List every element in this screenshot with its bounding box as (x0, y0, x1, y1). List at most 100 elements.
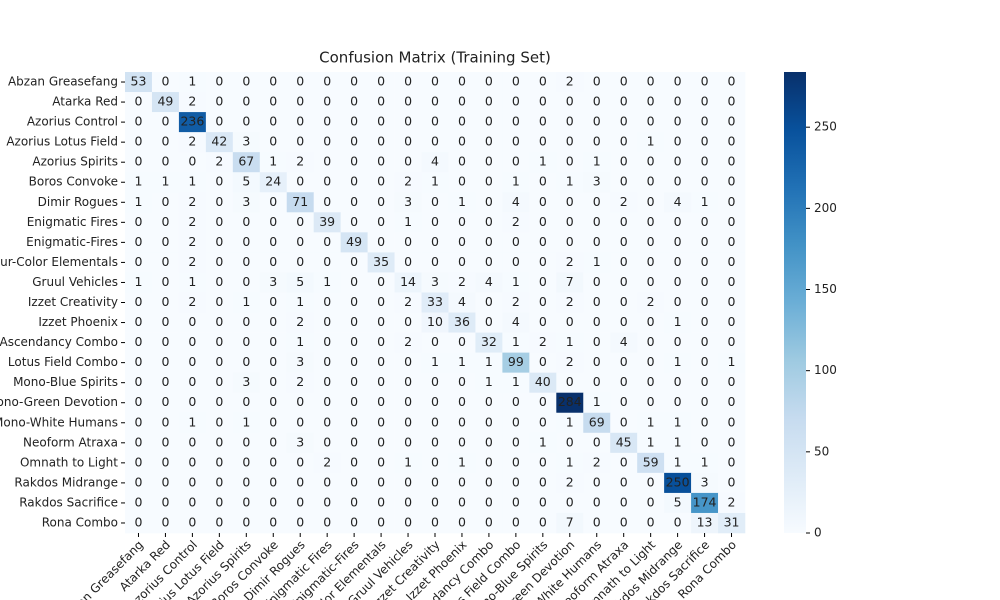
cell (178, 372, 207, 393)
cell (151, 72, 180, 93)
cell-label: 0 (296, 234, 304, 249)
cell-label: 0 (161, 214, 169, 229)
cell (421, 492, 449, 514)
colorbar-tick-label: 0 (814, 526, 822, 540)
cell-label: 0 (269, 254, 277, 269)
y-tick-label: Neoform Atraxa (23, 435, 118, 449)
cell (205, 192, 234, 213)
cell-label: 2 (593, 454, 601, 469)
cell-label: 0 (647, 254, 655, 269)
cell (583, 132, 611, 153)
cell-label: 2 (296, 374, 304, 389)
cell-label: 0 (269, 74, 277, 89)
cell-label: 0 (242, 114, 250, 129)
cell (232, 512, 261, 534)
cell (286, 232, 314, 253)
cell (125, 392, 153, 414)
cell-label: 0 (539, 394, 547, 409)
cell-label: 0 (188, 354, 196, 369)
cell (718, 432, 746, 454)
cell-label: 0 (135, 234, 143, 249)
cell (475, 512, 503, 534)
cell-label: 0 (215, 374, 223, 389)
cell (610, 272, 638, 293)
cell (421, 232, 449, 253)
cell-label: 0 (647, 314, 655, 329)
cell (232, 172, 261, 193)
cell (664, 292, 692, 313)
cell (502, 212, 530, 233)
cell (448, 172, 476, 193)
cell (556, 192, 584, 213)
cell-label: 0 (135, 414, 143, 429)
cell-label: 0 (701, 414, 709, 429)
cell (313, 232, 341, 253)
cell-label: 0 (404, 434, 412, 449)
cell-label: 0 (593, 94, 601, 109)
cell (691, 372, 719, 393)
cell-label: 0 (539, 134, 547, 149)
cell-label: 0 (404, 254, 412, 269)
cell (529, 292, 557, 313)
cell (637, 192, 665, 213)
cell (529, 72, 557, 93)
cell-label: 0 (485, 474, 493, 489)
cell-label: 3 (431, 274, 439, 289)
cell-label: 0 (674, 334, 682, 349)
cell-label: 0 (566, 154, 574, 169)
cell-label: 1 (485, 354, 493, 369)
cell (583, 212, 611, 233)
cell-label: 0 (404, 234, 412, 249)
cell (259, 412, 288, 434)
cell (232, 372, 261, 393)
cell-label: 0 (431, 334, 439, 349)
cell (205, 432, 234, 454)
cell-label: 0 (701, 374, 709, 389)
cell (502, 132, 530, 153)
cell (421, 472, 449, 494)
cell-label: 0 (135, 154, 143, 169)
cell (259, 172, 288, 193)
cell (583, 492, 611, 514)
y-tick-label: Mono-White Humans (0, 415, 118, 429)
cell-label: 2 (728, 494, 736, 509)
cell (151, 432, 180, 454)
cell (502, 452, 530, 474)
cell (125, 132, 153, 153)
cell (556, 92, 584, 113)
cell-label: 1 (674, 434, 682, 449)
cell (125, 292, 153, 313)
cell (151, 172, 180, 193)
cell-label: 0 (593, 334, 601, 349)
cell (691, 72, 719, 93)
cell (691, 132, 719, 153)
cell-label: 0 (188, 434, 196, 449)
cell (286, 112, 314, 133)
cell-label: 0 (135, 114, 143, 129)
cell-label: 1 (188, 174, 196, 189)
cell (394, 512, 422, 534)
cell-label: 0 (215, 434, 223, 449)
cell (367, 92, 395, 113)
cell (502, 72, 530, 93)
cell-label: 0 (242, 514, 250, 529)
cell-label: 0 (135, 514, 143, 529)
cell (475, 112, 503, 133)
cell-label: 0 (350, 374, 358, 389)
cell (313, 132, 341, 153)
cell (340, 212, 368, 233)
cell (475, 72, 503, 93)
cell (125, 452, 153, 474)
cell (205, 472, 234, 494)
cell (718, 232, 746, 253)
cell-label: 0 (701, 94, 709, 109)
cell (583, 512, 611, 534)
cell (610, 212, 638, 233)
cell-label: 0 (431, 134, 439, 149)
cell-label: 0 (701, 114, 709, 129)
cell-label: 0 (674, 254, 682, 269)
cell (394, 352, 422, 373)
cell-label: 0 (377, 114, 385, 129)
cell-label: 1 (701, 454, 709, 469)
cell (259, 152, 288, 173)
